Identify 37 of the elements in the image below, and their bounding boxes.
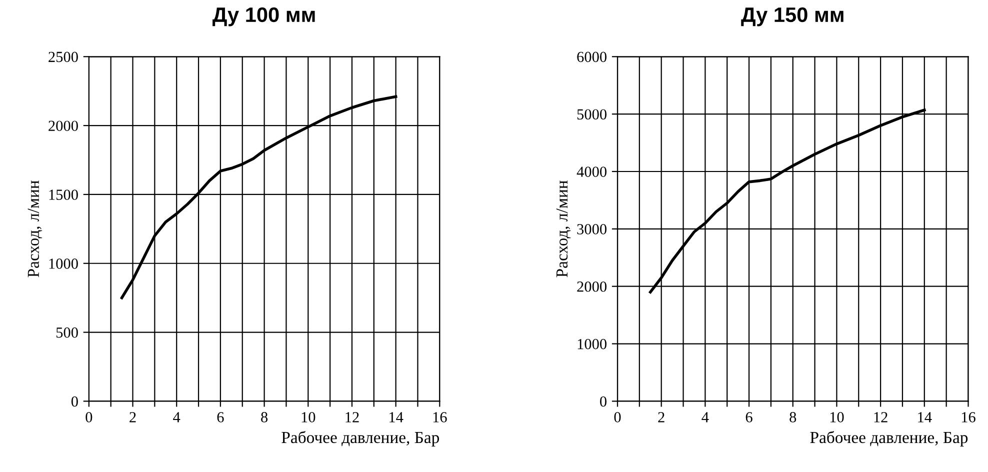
x-tick-label: 14 (390, 412, 404, 422)
y-tick-label: 2500 (48, 52, 78, 62)
y-tick-label: 1000 (578, 338, 606, 350)
y-axis-title: Расход, л/мин (28, 180, 42, 278)
x-tick-label: 2 (658, 412, 664, 422)
x-tick-label: 0 (86, 412, 92, 422)
x-axis-title: Рабочее давление, Бар (282, 431, 440, 447)
x-axis-title: Рабочее давление, Бар (810, 431, 968, 447)
y-tick-label: 5000 (577, 109, 606, 120)
y-tick-label: 6000 (577, 52, 606, 62)
y-tick-label: 3000 (577, 224, 606, 234)
y-tick-label: 2000 (48, 120, 78, 132)
y-tick-label: 1000 (49, 258, 78, 269)
y-tick-label: 4000 (576, 166, 606, 177)
x-tick-label: 6 (746, 412, 752, 422)
y-tick-label: 2000 (577, 281, 606, 292)
x-tick-label: 10 (830, 412, 844, 422)
y-axis-title: Расход, л/мин (556, 180, 571, 278)
x-tick-label: 16 (962, 412, 976, 422)
x-tick-label: 14 (918, 412, 932, 422)
x-tick-label: 8 (790, 412, 796, 422)
y-tick-label: 0 (71, 396, 78, 407)
y-tick-label: 500 (56, 327, 78, 338)
x-tick-label: 10 (302, 412, 316, 422)
chart-title: Ду 100 мм (212, 7, 315, 26)
x-tick-label: 6 (217, 412, 224, 422)
y-tick-label: 0 (600, 396, 606, 407)
chart-title: Ду 150 мм (741, 7, 844, 26)
x-tick-label: 16 (433, 412, 447, 422)
x-tick-label: 0 (614, 412, 621, 422)
x-tick-label: 4 (173, 412, 180, 422)
x-tick-label: 2 (130, 412, 136, 422)
x-tick-label: 12 (346, 412, 359, 422)
x-tick-label: 4 (702, 412, 709, 422)
x-tick-label: 12 (874, 412, 888, 422)
y-tick-label: 1500 (49, 190, 78, 200)
x-tick-label: 8 (261, 412, 268, 422)
